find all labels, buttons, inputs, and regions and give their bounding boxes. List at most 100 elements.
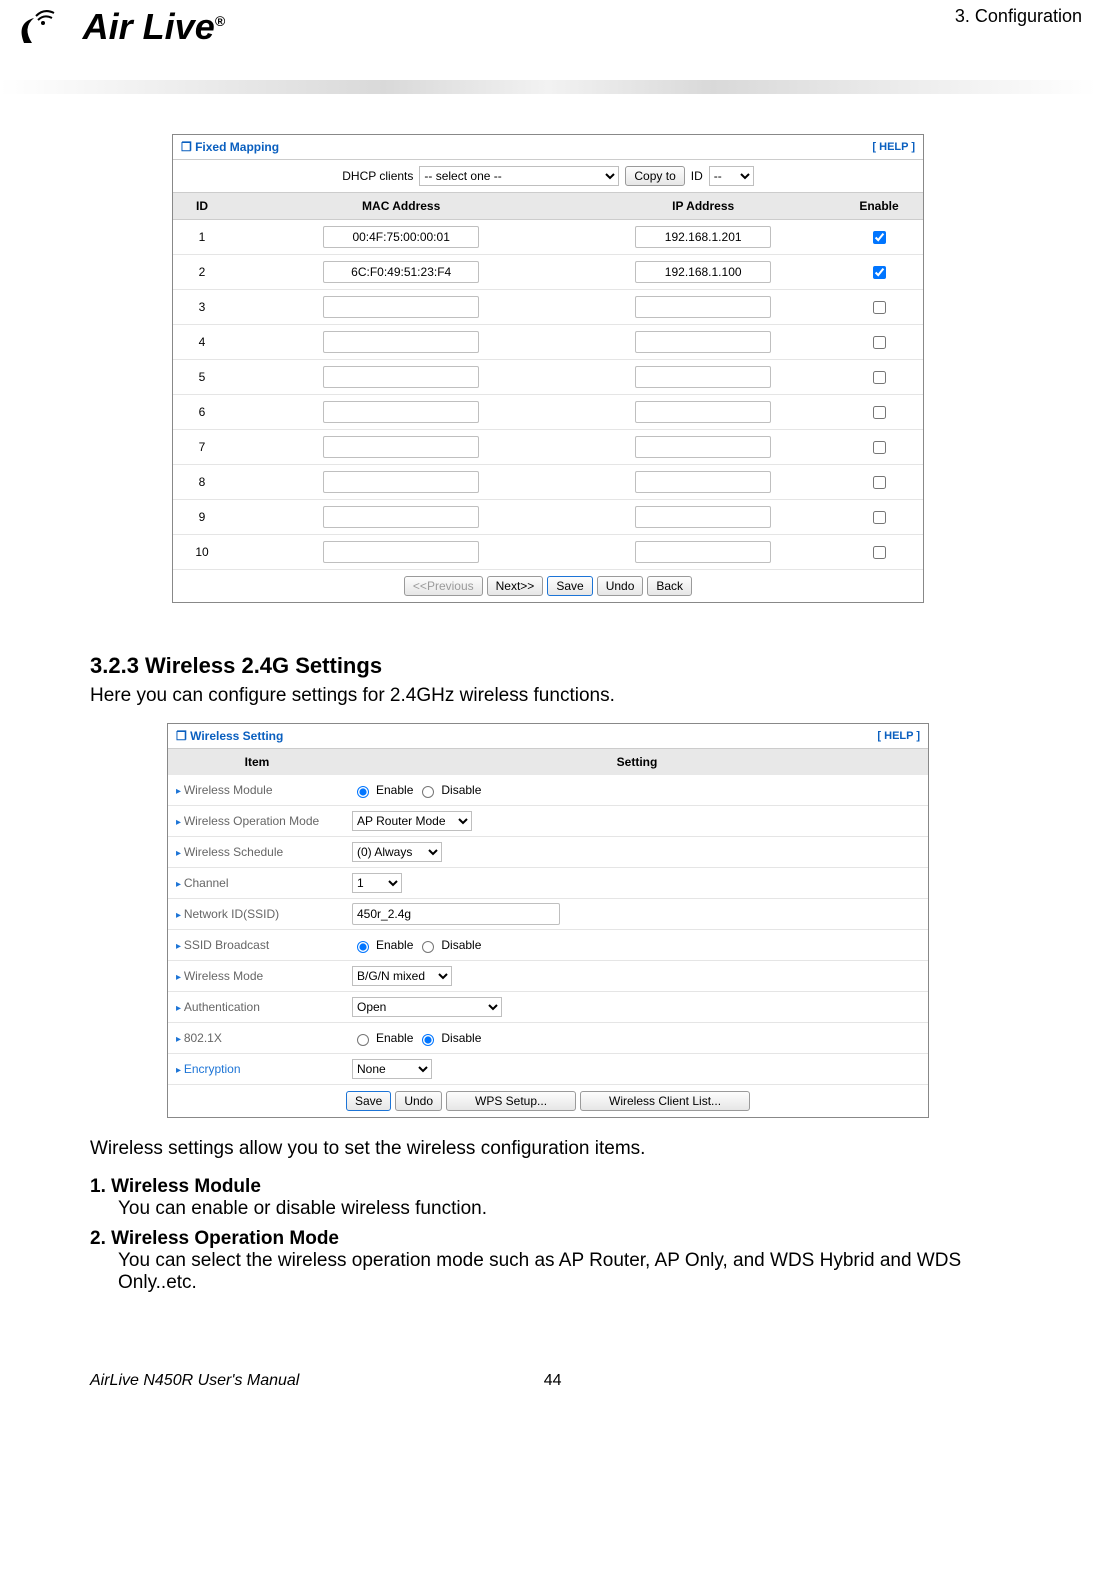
brand-logo: Air Live® xyxy=(14,6,225,47)
setting-label: Channel xyxy=(168,876,346,890)
table-row: 2 xyxy=(173,255,923,290)
setting-row: EncryptionNone xyxy=(168,1054,928,1085)
mac-input[interactable] xyxy=(323,366,479,388)
table-header: ID MAC Address IP Address Enable xyxy=(173,193,923,220)
enable-checkbox[interactable] xyxy=(873,336,886,349)
logo-wave-icon xyxy=(14,12,74,48)
ip-input[interactable] xyxy=(635,436,771,458)
enable-checkbox[interactable] xyxy=(873,476,886,489)
row-id: 1 xyxy=(173,224,231,250)
copy-to-button[interactable]: Copy to xyxy=(625,166,684,186)
setting-row: Wireless ModeB/G/N mixed xyxy=(168,961,928,992)
ip-input[interactable] xyxy=(635,261,771,283)
setting-row: Wireless Operation Mode AP Router Mode xyxy=(168,806,928,837)
setting-row: Wireless Module Enable Disable xyxy=(168,775,928,806)
dhcp-clients-label: DHCP clients xyxy=(342,169,413,183)
table-row: 6 xyxy=(173,395,923,430)
setting-select[interactable]: (0) Always xyxy=(352,842,442,862)
setting-select[interactable]: B/G/N mixed xyxy=(352,966,452,986)
ip-input[interactable] xyxy=(635,401,771,423)
ip-input[interactable] xyxy=(635,506,771,528)
mac-input[interactable] xyxy=(323,331,479,353)
enable-checkbox[interactable] xyxy=(873,301,886,314)
row-id: 10 xyxy=(173,539,231,565)
enable-checkbox[interactable] xyxy=(873,266,886,279)
enable-checkbox[interactable] xyxy=(873,511,886,524)
radio-option[interactable] xyxy=(422,1034,434,1046)
list-item: 1. Wireless ModuleYou can enable or disa… xyxy=(90,1176,1006,1220)
setting-row: SSID Broadcast Enable Disable xyxy=(168,930,928,961)
id-label: ID xyxy=(691,169,703,183)
wireless-client-list-button[interactable]: Wireless Client List... xyxy=(580,1091,750,1111)
table-row: 3 xyxy=(173,290,923,325)
row-id: 5 xyxy=(173,364,231,390)
mac-input[interactable] xyxy=(323,261,479,283)
setting-label: Wireless Operation Mode xyxy=(168,814,346,828)
next-button[interactable]: Next>> xyxy=(487,576,544,596)
help-link[interactable]: [ HELP ] xyxy=(872,141,915,153)
ip-input[interactable] xyxy=(635,471,771,493)
ip-input[interactable] xyxy=(635,366,771,388)
ip-input[interactable] xyxy=(635,541,771,563)
row-id: 6 xyxy=(173,399,231,425)
mac-input[interactable] xyxy=(323,541,479,563)
ip-input[interactable] xyxy=(635,226,771,248)
footer-manual: AirLive N450R User's Manual xyxy=(90,1372,299,1390)
chapter-label: 3. Configuration xyxy=(955,6,1082,27)
back-button[interactable]: Back xyxy=(647,576,692,596)
setting-label: Authentication xyxy=(168,1000,346,1014)
wps-setup-button[interactable]: WPS Setup... xyxy=(446,1091,576,1111)
ip-input[interactable] xyxy=(635,296,771,318)
mac-input[interactable] xyxy=(323,471,479,493)
save-button[interactable]: Save xyxy=(346,1091,391,1111)
table-row: 1 xyxy=(173,220,923,255)
enable-checkbox[interactable] xyxy=(873,406,886,419)
setting-label: Network ID(SSID) xyxy=(168,907,346,921)
table-row: 10 xyxy=(173,535,923,570)
previous-button[interactable]: <<Previous xyxy=(404,576,483,596)
mac-input[interactable] xyxy=(323,401,479,423)
radio-option[interactable] xyxy=(357,1034,369,1046)
radio-option[interactable] xyxy=(422,941,434,953)
setting-select[interactable]: None xyxy=(352,1059,432,1079)
setting-row: Authentication Open xyxy=(168,992,928,1023)
table-row: 5 xyxy=(173,360,923,395)
ip-input[interactable] xyxy=(635,331,771,353)
enable-checkbox[interactable] xyxy=(873,231,886,244)
setting-select[interactable]: Open xyxy=(352,997,502,1017)
help-link[interactable]: [ HELP ] xyxy=(877,730,920,742)
setting-row: Channel 1 xyxy=(168,868,928,899)
wireless-setting-panel: Wireless Setting [ HELP ] Item Setting W… xyxy=(167,723,929,1118)
radio-option[interactable] xyxy=(357,786,369,798)
row-id: 7 xyxy=(173,434,231,460)
enable-checkbox[interactable] xyxy=(873,441,886,454)
table-row: 8 xyxy=(173,465,923,500)
dhcp-clients-select[interactable]: -- select one -- xyxy=(419,166,619,186)
setting-row: Wireless Schedule(0) Always xyxy=(168,837,928,868)
table-row: 4 xyxy=(173,325,923,360)
setting-input[interactable] xyxy=(352,903,560,925)
settings-header: Item Setting xyxy=(168,749,928,775)
setting-select[interactable]: AP Router Mode xyxy=(352,811,472,831)
enable-checkbox[interactable] xyxy=(873,546,886,559)
list-item: 2. Wireless Operation ModeYou can select… xyxy=(90,1228,1006,1294)
row-id: 8 xyxy=(173,469,231,495)
mac-input[interactable] xyxy=(323,296,479,318)
footer-page-number: 44 xyxy=(544,1372,562,1390)
row-id: 9 xyxy=(173,504,231,530)
id-select[interactable]: -- xyxy=(709,166,754,186)
setting-label: Wireless Module xyxy=(168,783,346,797)
radio-option[interactable] xyxy=(422,786,434,798)
undo-button[interactable]: Undo xyxy=(395,1091,442,1111)
undo-button[interactable]: Undo xyxy=(597,576,644,596)
panel-title: Wireless Setting xyxy=(176,729,283,743)
save-button[interactable]: Save xyxy=(547,576,592,596)
setting-select[interactable]: 1 xyxy=(352,873,402,893)
mac-input[interactable] xyxy=(323,436,479,458)
row-id: 4 xyxy=(173,329,231,355)
mac-input[interactable] xyxy=(323,226,479,248)
row-id: 3 xyxy=(173,294,231,320)
enable-checkbox[interactable] xyxy=(873,371,886,384)
mac-input[interactable] xyxy=(323,506,479,528)
radio-option[interactable] xyxy=(357,941,369,953)
